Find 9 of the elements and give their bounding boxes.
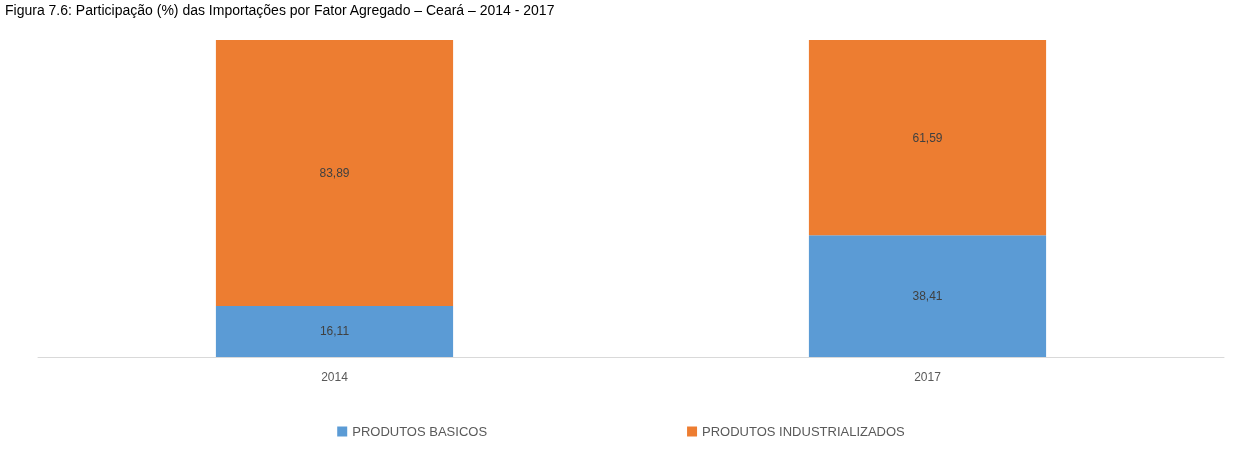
data-label: 16,11 xyxy=(319,324,350,339)
data-label: 38,41 xyxy=(912,289,943,304)
x-tick-label: 2017 xyxy=(914,370,942,384)
legend-label: PRODUTOS BASICOS xyxy=(352,424,488,439)
x-tick-label: 2014 xyxy=(321,370,349,384)
legend-label: PRODUTOS INDUSTRIALIZADOS xyxy=(702,424,906,439)
data-label: 61,59 xyxy=(912,130,943,145)
chart-title: Figura 7.6: Participação (%) das Importações por Fator Agregado – Ceará – 2014 - 2017 xyxy=(5,2,555,18)
data-label: 83,89 xyxy=(319,165,350,180)
